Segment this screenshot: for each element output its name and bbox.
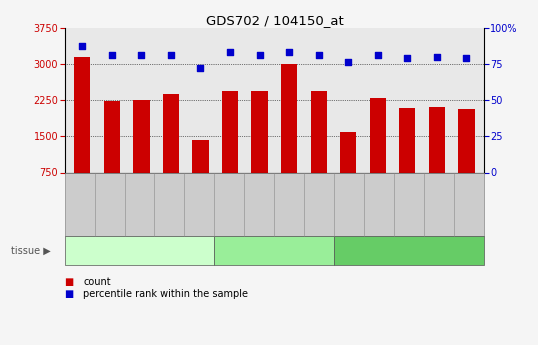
Text: leg muscle: leg muscle	[383, 246, 436, 255]
Point	[285, 49, 293, 55]
Point	[256, 52, 264, 58]
Text: GSM17207: GSM17207	[375, 184, 384, 225]
Text: GSM17198: GSM17198	[105, 184, 114, 225]
Text: ■: ■	[65, 277, 74, 287]
Bar	[310, 91, 327, 209]
Point	[137, 52, 146, 58]
Point	[314, 52, 323, 58]
Bar	[222, 91, 238, 209]
Text: EOM: EOM	[129, 246, 151, 255]
Bar	[163, 94, 179, 209]
Text: GSM17200: GSM17200	[165, 184, 174, 225]
Text: GSM17199: GSM17199	[135, 184, 144, 225]
Bar	[399, 108, 415, 209]
Text: GSM17204: GSM17204	[285, 184, 294, 225]
Text: GSM17210: GSM17210	[465, 184, 474, 225]
Bar	[458, 109, 475, 209]
Text: count: count	[83, 277, 111, 287]
Point	[403, 55, 412, 61]
Bar	[281, 64, 298, 209]
Bar	[133, 100, 150, 209]
Bar	[74, 57, 90, 209]
Text: jaw muscle: jaw muscle	[247, 246, 302, 255]
Text: GSM17203: GSM17203	[255, 184, 264, 225]
Text: tissue ▶: tissue ▶	[11, 246, 51, 255]
Point	[108, 52, 116, 58]
Text: GSM17201: GSM17201	[195, 184, 204, 225]
Point	[373, 52, 382, 58]
Bar	[370, 98, 386, 209]
Text: ■: ■	[65, 289, 74, 299]
Text: GSM17208: GSM17208	[405, 184, 414, 225]
Point	[196, 66, 205, 71]
Point	[167, 52, 175, 58]
Bar	[429, 107, 445, 209]
Text: GSM17206: GSM17206	[345, 184, 354, 225]
Point	[344, 60, 352, 65]
Point	[78, 44, 87, 49]
Point	[226, 49, 235, 55]
Text: GDS702 / 104150_at: GDS702 / 104150_at	[206, 14, 343, 27]
Bar	[340, 132, 356, 209]
Point	[462, 55, 471, 61]
Bar	[104, 101, 120, 209]
Text: GSM17205: GSM17205	[315, 184, 324, 225]
Text: percentile rank within the sample: percentile rank within the sample	[83, 289, 249, 299]
Text: GSM17197: GSM17197	[75, 184, 84, 225]
Point	[433, 54, 441, 59]
Text: GSM17209: GSM17209	[435, 184, 444, 225]
Bar	[193, 140, 209, 209]
Text: GSM17202: GSM17202	[225, 184, 234, 225]
Bar	[251, 91, 268, 209]
